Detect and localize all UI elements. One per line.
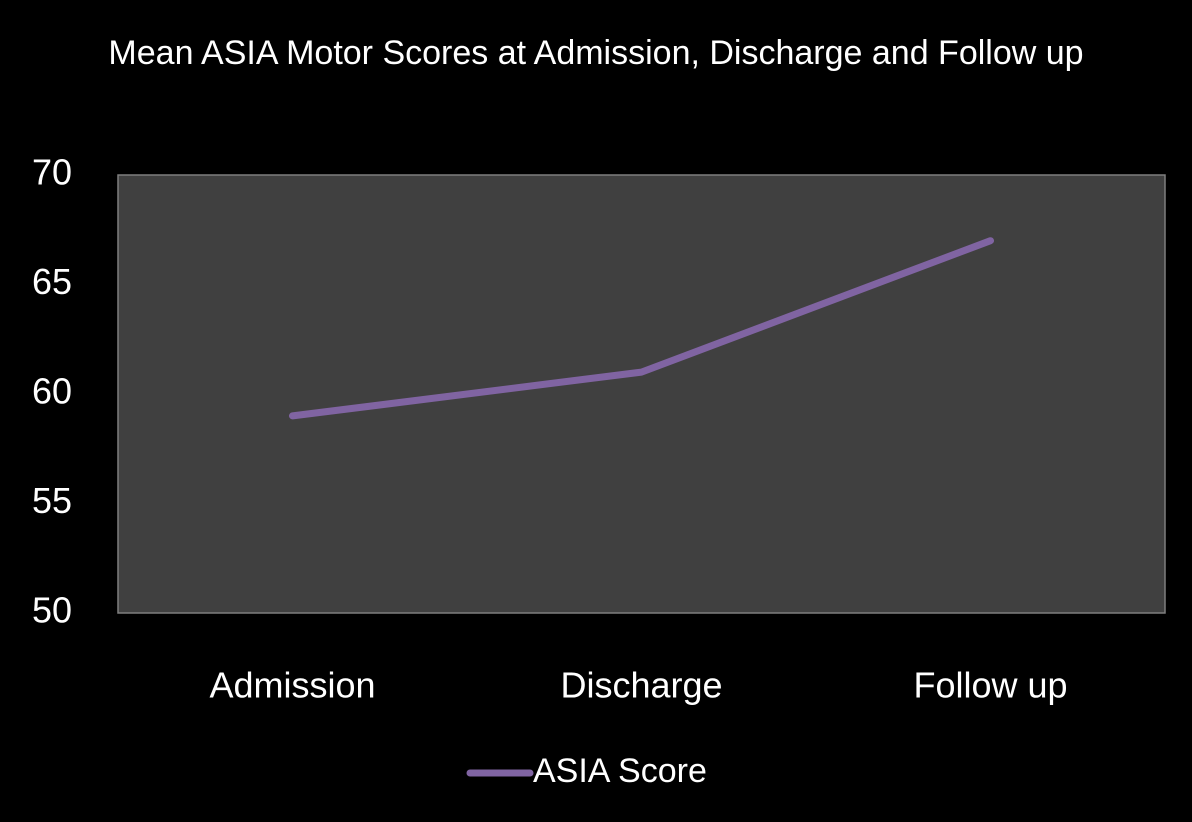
y-tick-label: 70 [32,152,72,193]
chart-title: Mean ASIA Motor Scores at Admission, Dis… [108,34,1084,72]
legend-label: ASIA Score [533,752,707,790]
y-tick-label: 60 [32,371,72,412]
x-tick-label: Admission [209,665,375,706]
x-tick-label: Discharge [560,665,722,706]
y-tick-label: 55 [32,480,72,521]
y-tick-label: 65 [32,261,72,302]
plot-area [117,174,1166,614]
x-tick-label: Follow up [913,665,1067,706]
line-series [289,237,994,420]
y-tick-label: 50 [32,590,72,631]
